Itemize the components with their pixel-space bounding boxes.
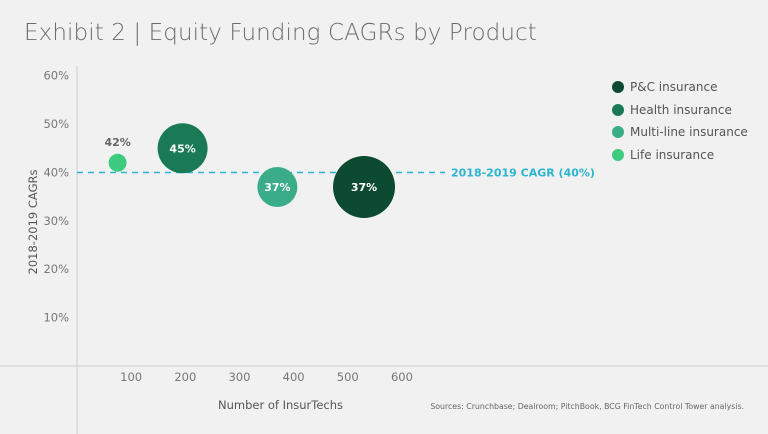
x-tick-label: 300	[228, 370, 250, 384]
y-tick-label: 30%	[43, 214, 69, 228]
x-tick-label: 500	[337, 370, 359, 384]
legend-swatch	[612, 103, 624, 116]
y-tick-label: 60%	[43, 69, 69, 83]
bubble	[333, 155, 396, 218]
legend-item-pc: P&C insurance	[612, 76, 748, 99]
legend-swatch	[612, 126, 624, 139]
bubble	[157, 123, 208, 174]
y-tick-label: 10%	[43, 311, 69, 325]
legend: P&C insurance Health insurance Multi-lin…	[612, 76, 748, 166]
legend-label: Health insurance	[630, 102, 732, 117]
y-axis-label: 2018-2019 CAGRs	[26, 169, 40, 275]
bubble	[257, 166, 298, 207]
y-tick-label: 50%	[43, 117, 69, 131]
source-note: Sources: Crunchbase; Dealroom; PitchBook…	[430, 402, 744, 411]
x-tick-label: 100	[120, 370, 142, 384]
y-tick-label: 20%	[43, 262, 69, 276]
x-axis-label: Number of InsurTechs	[218, 398, 344, 412]
legend-item-multiline: Multi-line insurance	[612, 121, 748, 144]
x-tick-label: 200	[174, 370, 196, 384]
legend-label: P&C insurance	[630, 80, 718, 95]
bubble-data-label: 42%	[104, 136, 130, 149]
x-tick-label: 600	[391, 370, 413, 384]
legend-swatch	[612, 148, 624, 161]
legend-item-life: Life insurance	[612, 144, 748, 167]
x-tick-label: 400	[283, 370, 305, 384]
legend-label: Life insurance	[630, 147, 715, 162]
legend-item-health: Health insurance	[612, 99, 748, 122]
chart-title: Exhibit 2 | Equity Funding CAGRs by Prod…	[24, 20, 537, 46]
legend-swatch	[612, 81, 624, 94]
y-tick-label: 40%	[43, 165, 69, 179]
legend-label: Multi-line insurance	[630, 125, 748, 140]
bubble-data-label: 37%	[351, 181, 377, 194]
reference-line-label: 2018-2019 CAGR (40%)	[451, 166, 595, 179]
bubble-data-label: 45%	[169, 142, 195, 155]
bubble-data-label: 37%	[264, 181, 290, 194]
bubble	[108, 153, 127, 172]
